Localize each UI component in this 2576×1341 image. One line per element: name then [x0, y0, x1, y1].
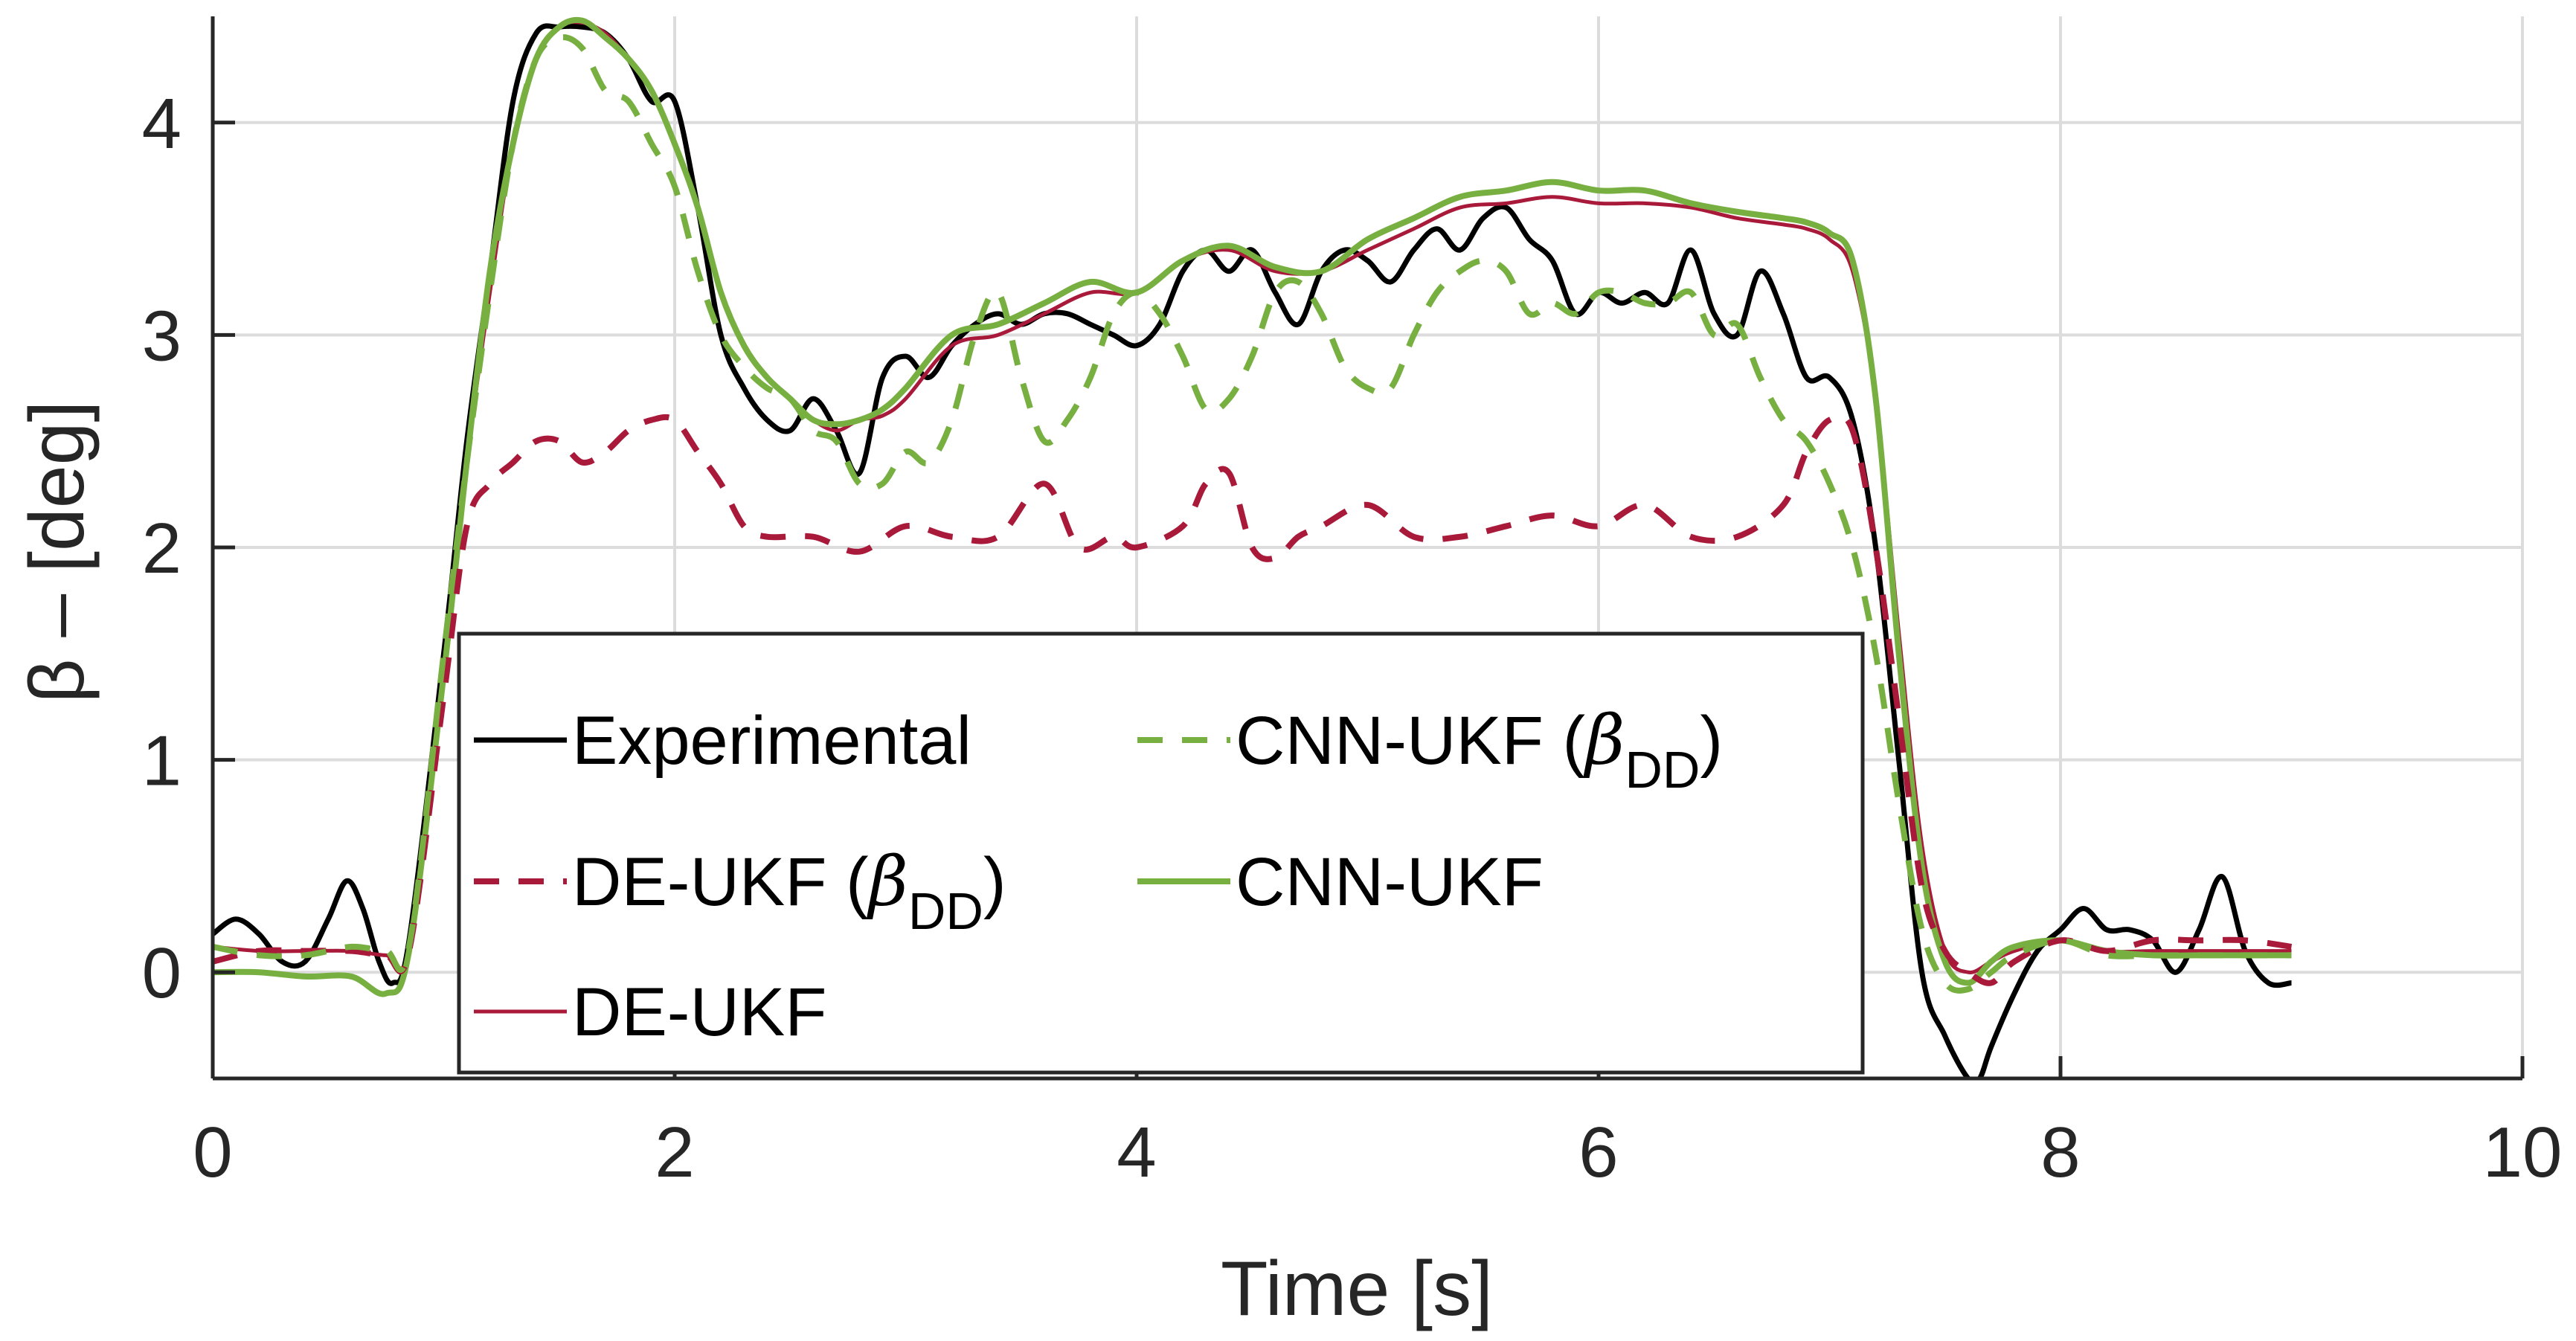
x-tick-label: 8 — [2040, 1113, 2080, 1192]
y-tick-label: 2 — [142, 509, 182, 588]
x-axis-label: Time [s] — [1221, 1246, 1493, 1332]
legend-box — [457, 631, 1865, 1075]
legend-label: Experimental — [572, 703, 971, 779]
plot-area — [213, 16, 2293, 1078]
series-group — [213, 16, 2293, 1078]
series-line-1 — [213, 23, 2292, 1078]
x-tick-label: 0 — [193, 1113, 232, 1192]
y-tick-label: 1 — [142, 721, 182, 801]
legend: Experimental DE-UKF (βDD) DE-UKF CNN-UKF (β… — [457, 631, 1865, 1075]
x-tick-label: 10 — [2483, 1113, 2563, 1192]
tick-labels: 0 2 4 6 8 10 0 1 2 3 4 — [142, 84, 2563, 1192]
x-tick-label: 6 — [1578, 1113, 1618, 1192]
y-tick-label: 3 — [142, 296, 182, 376]
series-line-2 — [213, 413, 2293, 986]
y-tick-label: 4 — [142, 84, 182, 164]
y-tick-label: 0 — [142, 933, 182, 1013]
legend-label: DE-UKF (βDD) — [572, 842, 1006, 940]
x-tick-label: 4 — [1117, 1113, 1156, 1192]
x-tick-label: 2 — [655, 1113, 694, 1192]
legend-label: DE-UKF — [572, 974, 826, 1050]
y-axis-label: β – [deg] — [14, 401, 100, 704]
legend-label: CNN-UKF — [1236, 844, 1544, 920]
legend-label: CNN-UKF (βDD) — [1236, 701, 1723, 799]
